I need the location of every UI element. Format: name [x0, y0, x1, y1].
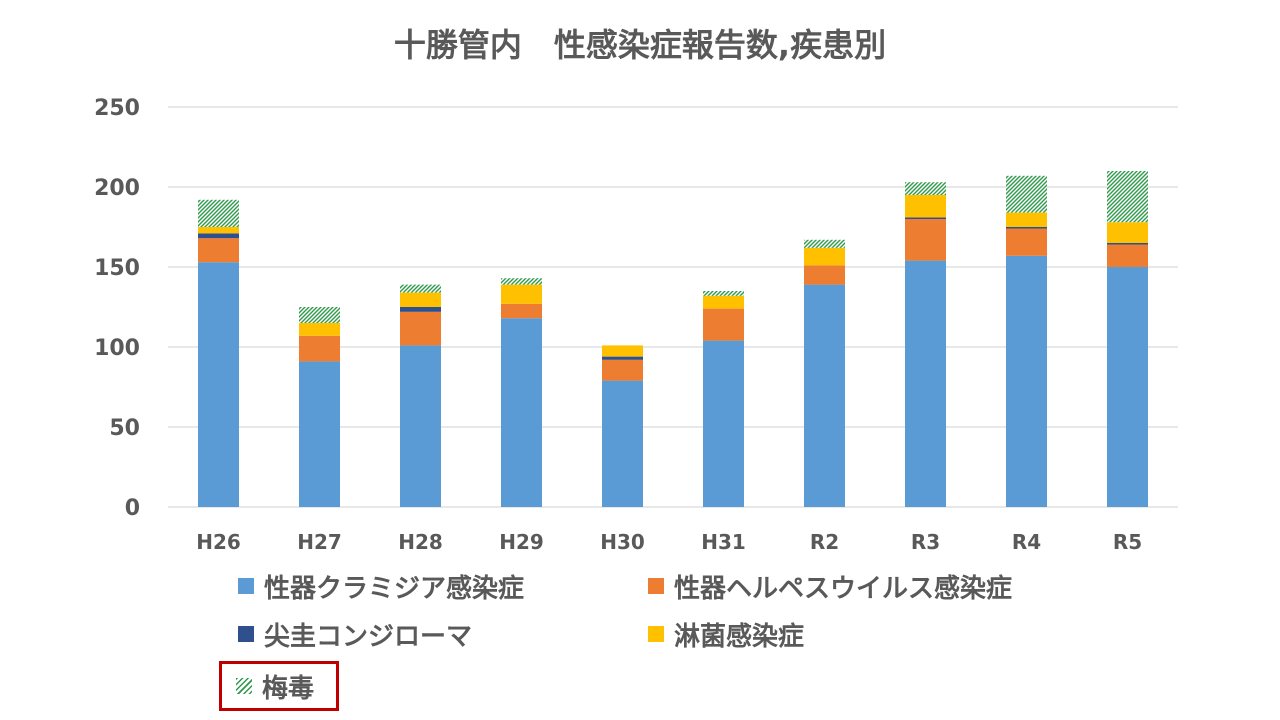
legend-label: 淋菌感染症: [674, 621, 805, 652]
bar-segment-R3-series-4: [905, 182, 946, 195]
legend-item: 性器クラミジア感染症: [238, 568, 524, 604]
x-tick-label: H30: [600, 530, 645, 554]
bar-segment-R2-series-1: [804, 265, 845, 285]
bar-segment-H29-series-3: [501, 284, 542, 304]
y-tick-label: 100: [94, 336, 140, 361]
bar-segment-H26-series-1: [198, 238, 239, 263]
bar-segment-H26-series-0: [198, 262, 239, 507]
x-tick-label: H26: [196, 530, 241, 554]
bar-segment-R3-series-1: [905, 219, 946, 261]
bar-segment-R5-series-2: [1107, 243, 1148, 245]
bar-segment-H31-series-3: [703, 295, 744, 309]
x-tick-label: R2: [810, 530, 839, 554]
legend-swatch: [648, 626, 664, 642]
bar-segment-R5-series-3: [1107, 222, 1148, 243]
bar-segment-H28-series-2: [400, 307, 441, 312]
y-tick-label: 0: [125, 496, 140, 521]
legend: 性器クラミジア感染症 性器ヘルペスウイルス感染症尖圭コンジローマ 淋菌感染症梅毒: [218, 568, 1138, 711]
bar-segment-H30-series-2: [602, 356, 643, 360]
bar-segment-R3-series-2: [905, 217, 946, 219]
y-axis-ticks: 0 50 100 150 200 250: [94, 96, 140, 521]
legend-swatch: [236, 678, 252, 694]
bar-segment-H28-series-0: [400, 345, 441, 507]
x-tick-label: H29: [499, 530, 544, 554]
bar-segment-H31-series-4: [703, 291, 744, 296]
bar-segment-H30-series-0: [602, 380, 643, 507]
legend-label: 尖圭コンジローマ: [264, 621, 473, 652]
bar-segment-H27-series-4: [299, 307, 340, 323]
x-tick-label: R5: [1113, 530, 1142, 554]
bar-segment-H27-series-0: [299, 361, 340, 507]
bar-segment-R5-series-4: [1107, 171, 1148, 223]
x-tick-label: H31: [701, 530, 746, 554]
legend-item: 淋菌感染症: [648, 616, 804, 652]
y-tick-label: 50: [109, 416, 140, 441]
bar-segment-H31-series-0: [703, 340, 744, 507]
bar-segment-H29-series-1: [501, 303, 542, 319]
bar-segment-R2-series-4: [804, 239, 845, 248]
bar-segment-H31-series-1: [703, 308, 744, 341]
bar-segment-H26-series-4: [198, 199, 239, 227]
y-tick-label: 250: [94, 96, 140, 121]
legend-item: 梅毒: [218, 661, 340, 711]
y-tick-label: 200: [94, 176, 140, 201]
legend-label: 性器ヘルペスウイルス感染症: [674, 573, 1013, 604]
bar-segment-R4-series-0: [1006, 255, 1047, 507]
bar-segment-H28-series-4: [400, 284, 441, 293]
bar-segment-H30-series-1: [602, 359, 643, 381]
legend-label: 性器クラミジア感染症: [264, 573, 525, 604]
bar-segment-H26-series-2: [198, 233, 239, 239]
bar-segment-H28-series-3: [400, 292, 441, 307]
bar-segment-R3-series-3: [905, 195, 946, 218]
bars: [198, 171, 1148, 507]
legend-swatch: [238, 626, 254, 642]
x-tick-label: R4: [1012, 530, 1041, 554]
legend-swatch: [648, 578, 664, 594]
bar-segment-R4-series-3: [1006, 212, 1047, 227]
bar-segment-R2-series-0: [804, 284, 845, 507]
bar-segment-H26-series-3: [198, 227, 239, 234]
x-tick-label: H27: [297, 530, 342, 554]
x-tick-label: H28: [398, 530, 443, 554]
bar-segment-R5-series-0: [1107, 267, 1148, 507]
bar-segment-H27-series-1: [299, 335, 340, 362]
y-tick-label: 150: [94, 256, 140, 281]
bar-segment-H29-series-0: [501, 318, 542, 507]
bar-segment-H27-series-3: [299, 323, 340, 336]
bar-segment-R4-series-4: [1006, 175, 1047, 213]
legend-item: 性器ヘルペスウイルス感染症: [648, 568, 1012, 604]
legend-swatch: [238, 578, 254, 594]
bar-segment-R4-series-2: [1006, 227, 1047, 229]
bar-segment-R5-series-1: [1107, 244, 1148, 267]
x-axis-ticks: H26 H27 H28 H29 H30 H31 R2 R3 R4 R5: [196, 530, 1142, 554]
bar-segment-R2-series-3: [804, 247, 845, 266]
bar-segment-R3-series-0: [905, 260, 946, 507]
bar-segment-R4-series-1: [1006, 228, 1047, 256]
chart-title: 十勝管内 性感染症報告数,疾患別: [394, 26, 886, 64]
bar-segment-H30-series-3: [602, 345, 643, 357]
legend-item: 尖圭コンジローマ: [238, 616, 472, 652]
bar-segment-H29-series-4: [501, 278, 542, 285]
legend-label: 梅毒: [262, 673, 315, 704]
bar-segment-H28-series-1: [400, 311, 441, 346]
x-tick-label: R3: [911, 530, 940, 554]
